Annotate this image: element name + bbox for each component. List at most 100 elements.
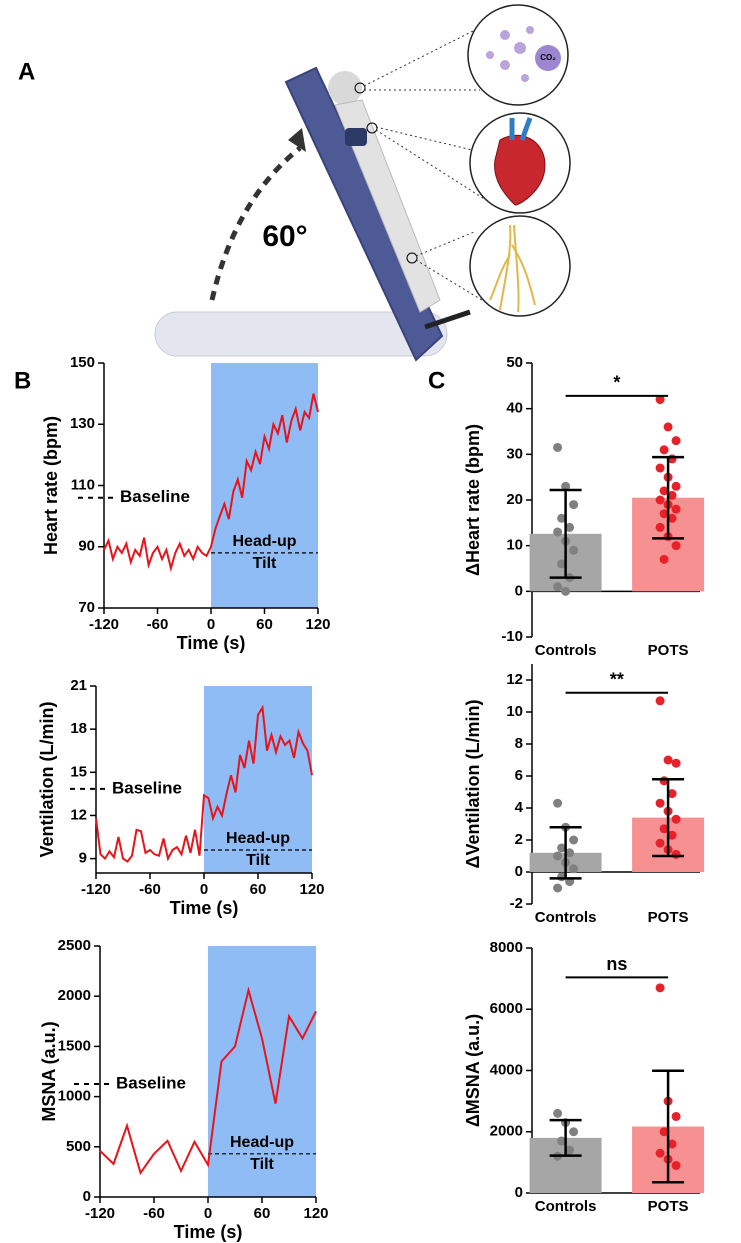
- data-point: [655, 838, 665, 848]
- tilt-shade: [208, 946, 316, 1197]
- data-point: [671, 849, 681, 859]
- y-axis-label: Ventilation (L/min): [37, 701, 57, 857]
- y-tick-label: 90: [78, 538, 95, 555]
- data-point: [655, 983, 665, 993]
- x-tick-label: -120: [89, 616, 119, 633]
- y-tick-label: 50: [506, 354, 523, 371]
- y-tick-label: 30: [506, 445, 523, 462]
- data-point: [569, 500, 579, 510]
- data-point: [561, 586, 571, 596]
- data-point: [659, 1127, 669, 1137]
- co2-bubble: [535, 45, 561, 71]
- data-point: [659, 445, 669, 455]
- error-bar: [549, 1118, 582, 1157]
- y-tick-label: 40: [506, 400, 523, 417]
- data-point: [671, 504, 681, 514]
- y-tick-label: 9: [79, 850, 87, 867]
- data-point: [671, 1160, 681, 1170]
- data-point: [667, 789, 677, 799]
- x-tick-label: POTS: [648, 1198, 689, 1215]
- data-point: [667, 830, 677, 840]
- data-point: [557, 559, 567, 569]
- error-bar: [652, 777, 685, 858]
- y-axis-label: ΔHeart rate (bpm): [463, 424, 483, 576]
- y-tick-label: 1500: [58, 1037, 91, 1054]
- data-point: [671, 481, 681, 491]
- data-point: [663, 755, 673, 765]
- data-point: [569, 864, 579, 874]
- y-tick-label: 1000: [58, 1088, 91, 1105]
- significance-label: **: [610, 670, 624, 690]
- data-point: [553, 798, 563, 808]
- y-tick-label: 21: [70, 677, 87, 694]
- data-point: [553, 527, 563, 537]
- x-tick-label: -120: [85, 1205, 115, 1222]
- data-line: [95, 704, 313, 863]
- data-line: [103, 393, 319, 573]
- data-point: [671, 541, 681, 551]
- marker: [354, 82, 366, 94]
- data-point: [667, 490, 677, 500]
- tilt-shade: [211, 363, 318, 608]
- error-bar: [652, 455, 685, 540]
- data-point: [557, 1136, 567, 1146]
- error-bar: [549, 825, 582, 880]
- data-point: [569, 835, 579, 845]
- data-point: [553, 442, 563, 452]
- marker: [366, 122, 378, 134]
- data-point: [655, 495, 665, 505]
- tilt-label: Head-up: [230, 1134, 294, 1151]
- vessels: [509, 117, 533, 141]
- y-tick-label: 130: [70, 415, 95, 432]
- body: [334, 99, 441, 313]
- data-point: [671, 1111, 681, 1121]
- x-tick-label: 120: [305, 616, 330, 633]
- data-point: [655, 395, 665, 405]
- x-tick-label: POTS: [648, 642, 689, 659]
- data-point: [655, 463, 665, 473]
- tilt-label: Tilt: [246, 852, 270, 869]
- data-point: [655, 1148, 665, 1158]
- significance-label: ns: [606, 954, 627, 974]
- baseline-label: Baseline: [116, 1074, 186, 1093]
- y-tick-label: -2: [510, 895, 523, 912]
- y-tick-label: 0: [515, 582, 523, 599]
- data-point: [667, 513, 677, 523]
- x-tick-label: 60: [254, 1205, 271, 1222]
- data-point: [553, 1108, 563, 1118]
- x-tick-label: 120: [303, 1205, 328, 1222]
- data-point: [671, 758, 681, 768]
- data-point: [655, 696, 665, 706]
- x-tick-label: Controls: [535, 1198, 597, 1215]
- panel-label: A: [18, 58, 35, 85]
- data-point: [663, 422, 673, 432]
- x-tick-label: -120: [81, 881, 111, 898]
- panel-label: B: [14, 367, 31, 394]
- data-point: [553, 582, 563, 592]
- x-axis-label: Time (s): [177, 633, 246, 653]
- y-tick-label: 8000: [490, 939, 523, 956]
- y-axis-label: MSNA (a.u.): [39, 1021, 59, 1121]
- illustration: CO₂ 60°: [154, 4, 571, 362]
- callout-lines: [363, 29, 491, 306]
- data-point: [565, 522, 575, 532]
- y-tick-label: 2000: [490, 1123, 523, 1140]
- y-tick-label: 4000: [490, 1061, 523, 1078]
- data-point: [655, 798, 665, 808]
- y-axis-label: ΔMSNA (a.u.): [463, 1014, 483, 1127]
- x-tick-label: -60: [147, 616, 169, 633]
- y-axis-label: ΔVentilation (L/min): [463, 700, 483, 869]
- tilt-label: Tilt: [250, 1156, 274, 1173]
- x-tick-label: 120: [299, 881, 324, 898]
- y-tick-label: 2: [515, 831, 523, 848]
- bp-cuff: [345, 128, 367, 146]
- y-tick-label: 10: [506, 703, 523, 720]
- heart: [494, 134, 546, 206]
- marker: [406, 252, 418, 264]
- head: [328, 71, 362, 105]
- x-tick-label: Controls: [535, 642, 597, 659]
- data-point: [655, 522, 665, 532]
- panel-label: C: [428, 367, 445, 394]
- data-point: [553, 883, 563, 893]
